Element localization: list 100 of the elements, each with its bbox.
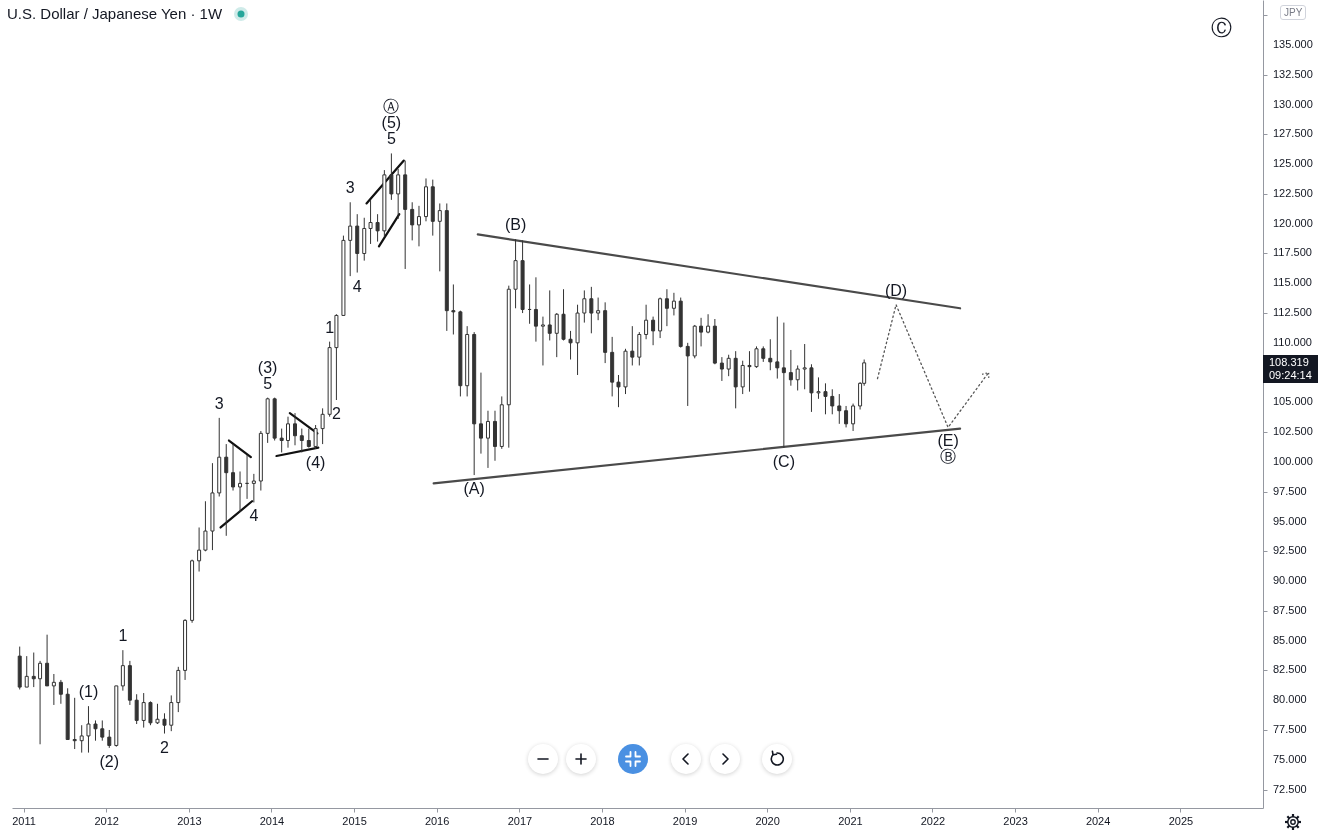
candlestick <box>664 288 669 327</box>
x-tick-label: 2022 <box>920 814 946 827</box>
candlestick <box>120 649 125 692</box>
candlestick <box>134 693 139 725</box>
candlestick <box>45 634 50 687</box>
candlestick <box>279 428 284 453</box>
candlestick <box>389 152 394 201</box>
candlestick <box>224 443 229 537</box>
x-tick-label: 2024 <box>1085 814 1111 827</box>
candlestick <box>671 292 676 316</box>
y-tick-label: 100.000 <box>1273 454 1313 467</box>
y-tick-label: 92.500 <box>1273 544 1307 557</box>
candlestick <box>554 312 559 358</box>
y-tick-label: 122.500 <box>1273 186 1313 199</box>
candlestick <box>802 343 807 390</box>
y-tick-label: 125.000 <box>1273 157 1313 170</box>
annotation: (C) <box>772 452 795 470</box>
text: 09:24:14 <box>1269 368 1313 382</box>
y-tick-label: 130.000 <box>1273 97 1313 110</box>
candlestick <box>726 354 731 377</box>
y-tick-label: 75.000 <box>1273 752 1307 765</box>
candlestick <box>72 697 77 750</box>
candlestick <box>148 700 153 726</box>
x-tick-label: 2016 <box>424 814 450 827</box>
candlestick <box>31 652 36 688</box>
candlestick <box>533 276 538 343</box>
candlestick <box>795 364 800 391</box>
candlestick <box>451 283 456 335</box>
candlestick <box>547 289 552 341</box>
candlestick <box>197 526 202 573</box>
y-tick-label: 90.000 <box>1273 574 1307 587</box>
candlestick <box>286 416 290 449</box>
candlestick <box>630 325 635 366</box>
x-tick-label: 2017 <box>507 814 533 827</box>
annotation: 4 <box>352 277 362 295</box>
candlestick <box>830 388 835 415</box>
x-tick-label: 2018 <box>590 814 615 827</box>
annotation: 3 <box>345 179 355 197</box>
line-series <box>876 304 990 429</box>
candlestick <box>169 694 174 732</box>
x-tick-label: 2023 <box>1003 814 1028 827</box>
candlestick <box>637 331 642 366</box>
candlestick <box>851 403 856 432</box>
annotation: 5 <box>263 374 273 392</box>
candlestick <box>38 660 43 745</box>
y-tick-label: 102.500 <box>1273 425 1313 438</box>
candlestick <box>837 393 842 425</box>
candlestick <box>740 360 745 395</box>
candlestick <box>86 705 91 754</box>
candlestick <box>651 316 656 346</box>
candlestick <box>410 201 415 241</box>
candlestick <box>93 719 98 742</box>
candlestick <box>685 342 690 407</box>
candlestick <box>231 443 236 492</box>
candlestick <box>313 424 318 450</box>
x-tick-label: 2013 <box>177 814 202 827</box>
candlestick <box>348 201 353 277</box>
annotation: (3) <box>257 358 278 376</box>
candlestick <box>775 316 780 380</box>
annotation: 5 <box>386 130 396 148</box>
candlestick <box>644 304 649 340</box>
candlestick <box>58 679 63 705</box>
y-tick-label: 112.500 <box>1273 306 1312 319</box>
y-tick-label: 115.000 <box>1273 276 1312 289</box>
x-tick-label: 2021 <box>838 814 863 827</box>
x-tick-label: 2025 <box>1168 814 1194 827</box>
candlestick <box>299 428 304 453</box>
annotation: (A) <box>463 480 485 498</box>
candlestick <box>375 213 380 243</box>
y-tick-label: 72.500 <box>1273 782 1307 795</box>
annotation: Ⓑ <box>940 448 957 466</box>
annotation: (2) <box>99 752 120 770</box>
y-tick-label: 135.000 <box>1273 38 1313 51</box>
candlestick <box>251 473 256 503</box>
y-tick-label: 105.000 <box>1273 395 1313 408</box>
annotation: 2 <box>160 738 170 756</box>
candlestick <box>51 673 56 706</box>
candlestick <box>485 410 490 469</box>
text: JPY <box>1280 5 1307 20</box>
candlestick <box>540 316 545 366</box>
annotation: Ⓒ <box>1211 16 1232 40</box>
y-tick-label: 85.000 <box>1273 633 1307 646</box>
candlestick <box>437 202 442 272</box>
candlestick <box>747 350 752 393</box>
x-tick-label: 2019 <box>672 814 698 827</box>
candlestick <box>478 372 483 455</box>
candlestick <box>162 712 167 735</box>
text: 108.319 <box>1269 355 1310 369</box>
candlestick <box>368 199 373 245</box>
candlestick <box>768 338 773 371</box>
candlestick <box>24 655 29 688</box>
annotation: (4) <box>305 453 326 471</box>
candlestick <box>719 356 724 382</box>
candlestick <box>582 289 587 324</box>
y-tick-label: 80.000 <box>1273 693 1307 706</box>
candlestick <box>823 382 828 415</box>
candlestick <box>238 470 243 513</box>
x-tick-label: 2012 <box>94 814 119 827</box>
candlestick <box>416 205 421 247</box>
annotation: (B) <box>504 216 527 234</box>
